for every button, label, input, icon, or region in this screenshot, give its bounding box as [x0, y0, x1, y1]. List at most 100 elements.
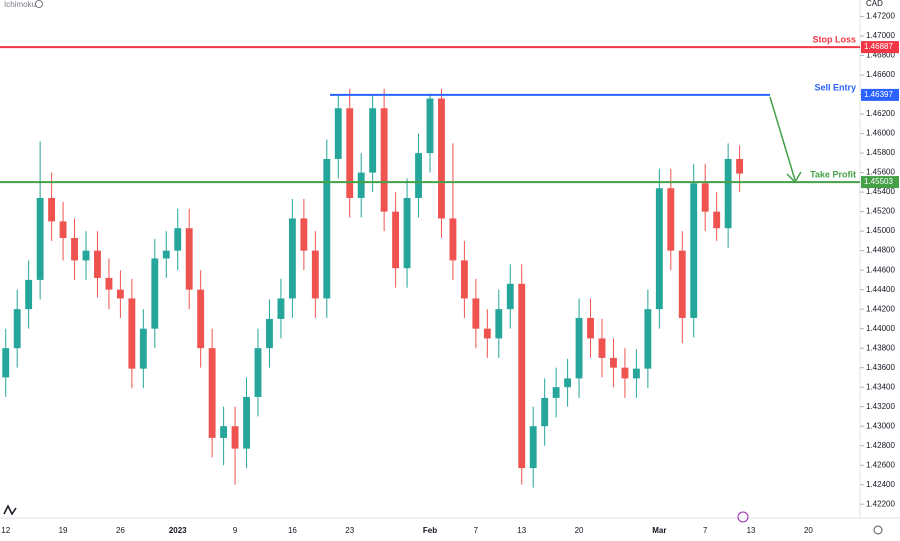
candle-body — [472, 298, 480, 329]
candle-body — [713, 211, 721, 229]
candle-body — [220, 426, 228, 438]
candle-body — [575, 317, 583, 379]
candle-body — [667, 188, 675, 251]
x-tick-label: 23 — [345, 526, 354, 535]
candle-body — [36, 197, 44, 280]
candle-body — [529, 426, 537, 469]
candle-body — [392, 211, 400, 269]
candle-body — [621, 367, 629, 379]
candle-body — [243, 396, 250, 449]
y-tick-label: 1.44800 — [866, 246, 895, 255]
candle-body — [587, 317, 594, 339]
candle-body — [277, 298, 285, 319]
candle-body — [59, 221, 67, 238]
x-tick-label: 9 — [233, 526, 238, 535]
candle-body — [495, 309, 503, 339]
candle-body — [610, 357, 617, 368]
candle-body — [564, 378, 572, 388]
y-tick-label: 1.46600 — [866, 70, 895, 79]
candle-body — [266, 318, 273, 349]
candle-body — [48, 197, 56, 222]
visibility-icon[interactable] — [35, 0, 43, 8]
candle-body — [736, 158, 744, 174]
x-tick-label: 2023 — [169, 526, 187, 535]
y-tick-label: 1.42200 — [866, 499, 895, 508]
candle-body — [724, 158, 732, 229]
x-tick-label: 19 — [59, 526, 68, 535]
candle-body — [288, 218, 296, 299]
y-tick-label: 1.46200 — [866, 109, 895, 118]
level-name: Take Profit — [810, 169, 856, 179]
candle-body — [323, 158, 331, 299]
candle-body — [208, 348, 216, 438]
candle-body — [632, 368, 640, 379]
candle-body — [162, 250, 170, 259]
x-tick-label: 20 — [804, 526, 813, 535]
candle-body — [13, 309, 21, 349]
candle-body — [334, 108, 342, 159]
level-tag — [861, 176, 899, 189]
y-tick-label: 1.44400 — [866, 285, 895, 294]
event-icon[interactable] — [737, 511, 749, 523]
y-tick-label: 1.42400 — [866, 480, 895, 489]
y-tick-label: 1.44200 — [866, 304, 895, 313]
currency-label: CAD — [866, 0, 883, 8]
x-tick-label: Feb — [423, 526, 437, 535]
candle-body — [598, 338, 606, 358]
y-tick-label: 1.45000 — [866, 226, 895, 235]
x-tick-label: 7 — [703, 526, 708, 535]
candle-body — [460, 260, 468, 299]
y-tick-label: 1.45800 — [866, 148, 895, 157]
y-tick-label: 1.43000 — [866, 421, 895, 430]
y-tick-label: 1.46000 — [866, 129, 895, 138]
y-tick-label: 1.42800 — [866, 441, 895, 450]
candle-body — [82, 250, 90, 261]
candle-body — [174, 228, 182, 251]
x-tick-label: 12 — [1, 526, 10, 535]
candle-body — [357, 172, 365, 198]
y-tick-label: 1.42600 — [866, 460, 895, 469]
y-tick-label: 1.43200 — [866, 402, 895, 411]
candle-body — [518, 283, 526, 469]
x-tick-label: 20 — [575, 526, 584, 535]
candle-body — [655, 188, 663, 310]
y-tick-label: 1.43600 — [866, 363, 895, 372]
candle-body — [254, 348, 262, 397]
candle-body — [139, 328, 147, 369]
candle-body — [541, 397, 549, 427]
y-tick-label: 1.45200 — [866, 207, 895, 216]
level-value: 1.46887 — [864, 42, 893, 51]
candle-body — [128, 298, 136, 369]
x-tick-label: 13 — [747, 526, 756, 535]
candle-body — [300, 218, 308, 251]
x-tick-label: 13 — [517, 526, 526, 535]
candle-body — [25, 279, 33, 310]
level-tag — [861, 41, 899, 54]
y-tick-label: 1.44000 — [866, 324, 895, 333]
candle-body — [426, 98, 434, 154]
candle-body — [483, 328, 491, 339]
candle-body — [701, 183, 709, 212]
settings-icon[interactable] — [873, 525, 883, 535]
x-tick-label: 26 — [116, 526, 125, 535]
candle-body — [94, 250, 101, 278]
y-tick-label: 1.45600 — [866, 168, 895, 177]
level-name: Stop Loss — [812, 34, 856, 44]
candle-body — [690, 183, 698, 318]
candle-body — [644, 309, 652, 369]
plot — [2, 88, 744, 488]
level-value: 1.46397 — [864, 90, 893, 99]
candle-body — [311, 250, 319, 299]
candle-body — [415, 153, 422, 198]
candle-body — [231, 426, 239, 449]
candle-body — [151, 258, 159, 329]
y-tick-label: 1.47200 — [866, 12, 895, 21]
level-tag — [861, 88, 899, 101]
level-name: Sell Entry — [814, 82, 856, 92]
candle-body — [346, 108, 354, 198]
y-tick-label: 1.43400 — [866, 382, 895, 391]
candle-body — [380, 108, 388, 212]
y-tick-label: 1.45400 — [866, 187, 895, 196]
